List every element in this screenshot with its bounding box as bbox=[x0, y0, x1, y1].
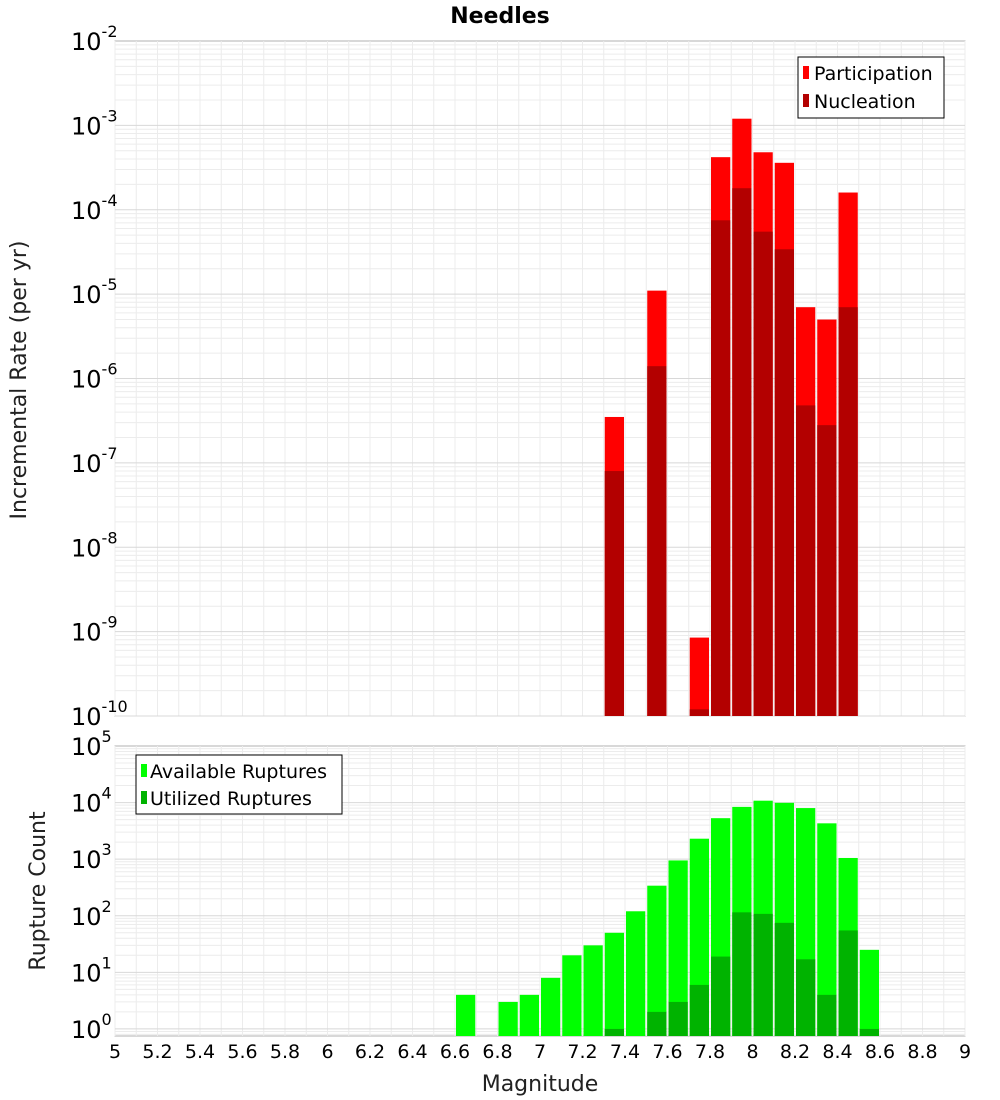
x-tick-label: 8.2 bbox=[780, 1041, 810, 1063]
bottom-a-bar-6.85 bbox=[498, 1001, 518, 1036]
bottom-a-bar-6.95 bbox=[519, 994, 539, 1036]
x-tick-label: 6.6 bbox=[440, 1041, 470, 1063]
x-tick-label: 8.8 bbox=[907, 1041, 937, 1063]
top-legend-box bbox=[797, 56, 945, 119]
bottom-y-tick-label: 104 bbox=[71, 784, 112, 818]
x-tick-label: 5.4 bbox=[185, 1041, 215, 1063]
bottom-y-tick-label: 103 bbox=[71, 840, 112, 874]
x-tick-label: 7.8 bbox=[695, 1041, 725, 1063]
top-b-bar-8.15 bbox=[774, 249, 794, 716]
x-tick-label: 6.8 bbox=[482, 1041, 512, 1063]
bottom-b-bar-7.95 bbox=[732, 912, 752, 1036]
bottom-y-tick-label: 105 bbox=[71, 727, 112, 761]
legend-available-swatch bbox=[141, 764, 147, 777]
top-b-bar-7.35 bbox=[604, 471, 624, 716]
legend-participation-label: Participation bbox=[814, 63, 933, 85]
bottom-a-bar-8.55 bbox=[859, 949, 879, 1036]
legend-utilized-label: Utilized Ruptures bbox=[150, 788, 312, 810]
x-tick-label: 5 bbox=[109, 1041, 121, 1063]
x-tick-label: 9 bbox=[959, 1041, 971, 1063]
bottom-a-bar-7.05 bbox=[541, 977, 561, 1036]
bottom-a-bar-7.65 bbox=[668, 860, 688, 1036]
top-b-bar-8.25 bbox=[796, 405, 816, 716]
top-legend: Participation Nucleation bbox=[797, 56, 945, 119]
bottom-b-bar-8.35 bbox=[817, 994, 837, 1036]
bottom-y-tick-label: 100 bbox=[71, 1010, 112, 1044]
x-tick-label: 7.6 bbox=[652, 1041, 682, 1063]
x-axis-ticks: 5 5.2 5.4 5.6 5.8 6 6.2 6.4 6.6 6.8 7 7.2 7.4 7.6 7.8 8… bbox=[109, 1041, 971, 1063]
legend-available-label: Available Ruptures bbox=[150, 761, 327, 783]
x-tick-label: 7 bbox=[534, 1041, 546, 1063]
bottom-b-bar-7.75 bbox=[689, 984, 709, 1036]
top-y-ticks: 10-10 10-9 10-8 10-7 10-6 10-5 10-4 10-3 10-2 bbox=[71, 22, 128, 731]
top-b-bar-7.85 bbox=[711, 220, 731, 717]
top-y-tick-label: 10-3 bbox=[71, 106, 118, 140]
x-tick-label: 5.8 bbox=[270, 1041, 300, 1063]
x-tick-label: 5.6 bbox=[227, 1041, 257, 1063]
top-b-bar-8.45 bbox=[838, 307, 858, 716]
bottom-y-axis-label: Rupture Count bbox=[26, 811, 51, 971]
legend-nucleation-label: Nucleation bbox=[814, 91, 916, 113]
bottom-b-bar-8.15 bbox=[774, 922, 794, 1036]
top-y-tick-label: 10-8 bbox=[71, 528, 118, 562]
x-tick-label: 8 bbox=[746, 1041, 758, 1063]
bottom-b-bar-7.65 bbox=[668, 1001, 688, 1036]
top-b-bar-8.35 bbox=[817, 425, 837, 716]
x-axis-label: Magnitude bbox=[482, 1072, 599, 1097]
top-b-bar-7.95 bbox=[732, 188, 752, 717]
x-tick-label: 8.6 bbox=[865, 1041, 895, 1063]
bottom-a-bar-7.45 bbox=[626, 911, 646, 1036]
bottom-a-bar-8.35 bbox=[817, 823, 837, 1036]
top-gridlines bbox=[114, 41, 966, 717]
bottom-y-tick-label: 102 bbox=[71, 897, 112, 931]
top-panel: 10-10 10-9 10-8 10-7 10-6 10-5 10-4 10-3 10-2 In… bbox=[7, 22, 966, 731]
bottom-a-bar-7.15 bbox=[562, 955, 582, 1036]
top-b-bar-7.75 bbox=[689, 709, 709, 716]
bottom-b-bar-7.55 bbox=[647, 1011, 667, 1036]
top-y-tick-label: 10-10 bbox=[71, 697, 128, 731]
legend-participation-swatch bbox=[803, 66, 809, 79]
bottom-b-bar-8.25 bbox=[796, 959, 816, 1036]
x-tick-label: 5.2 bbox=[142, 1041, 172, 1063]
bottom-legend-box bbox=[135, 754, 343, 815]
top-y-tick-label: 10-2 bbox=[71, 22, 118, 56]
legend-utilized-swatch bbox=[141, 791, 147, 804]
top-y-tick-label: 10-7 bbox=[71, 444, 118, 478]
top-a-bar-7.75 bbox=[689, 637, 709, 716]
top-b-bar-8.05 bbox=[753, 231, 773, 716]
x-tick-label: 6.4 bbox=[397, 1041, 427, 1063]
x-tick-label: 6.2 bbox=[355, 1041, 385, 1063]
top-y-tick-label: 10-5 bbox=[71, 275, 118, 309]
bottom-b-bar-8.45 bbox=[838, 930, 858, 1036]
bottom-panel: 100 101 102 103 104 105 5 5.2 5.4 5.6 5.8 6 6.2 6.4 6… bbox=[26, 727, 971, 1097]
bottom-b-bar-7.35 bbox=[604, 1028, 624, 1036]
bottom-b-bar-8.05 bbox=[753, 913, 773, 1036]
x-tick-label: 8.4 bbox=[822, 1041, 852, 1063]
x-tick-label: 6 bbox=[321, 1041, 333, 1063]
chart-title: Needles bbox=[450, 4, 550, 29]
x-tick-label: 7.4 bbox=[610, 1041, 640, 1063]
bottom-a-bar-6.65 bbox=[456, 994, 476, 1036]
bottom-legend: Available Ruptures Utilized Ruptures bbox=[135, 754, 343, 815]
top-y-tick-label: 10-4 bbox=[71, 191, 118, 225]
bottom-a-bar-7.35 bbox=[604, 932, 624, 1036]
top-y-tick-label: 10-6 bbox=[71, 360, 118, 394]
top-y-tick-label: 10-9 bbox=[71, 613, 118, 647]
legend-nucleation-swatch bbox=[803, 94, 809, 107]
bottom-b-bar-8.55 bbox=[859, 1028, 879, 1036]
top-bars bbox=[604, 118, 858, 717]
top-y-axis-label: Incremental Rate (per yr) bbox=[7, 241, 32, 520]
x-tick-label: 7.2 bbox=[567, 1041, 597, 1063]
bottom-a-bar-7.55 bbox=[647, 885, 667, 1036]
bottom-b-bar-7.85 bbox=[711, 956, 731, 1036]
bottom-y-ticks: 100 101 102 103 104 105 bbox=[71, 727, 112, 1044]
top-b-bar-7.55 bbox=[647, 366, 667, 716]
bottom-y-tick-label: 101 bbox=[71, 953, 112, 987]
bottom-a-bar-7.25 bbox=[583, 945, 603, 1036]
bottom-bars bbox=[456, 800, 879, 1036]
